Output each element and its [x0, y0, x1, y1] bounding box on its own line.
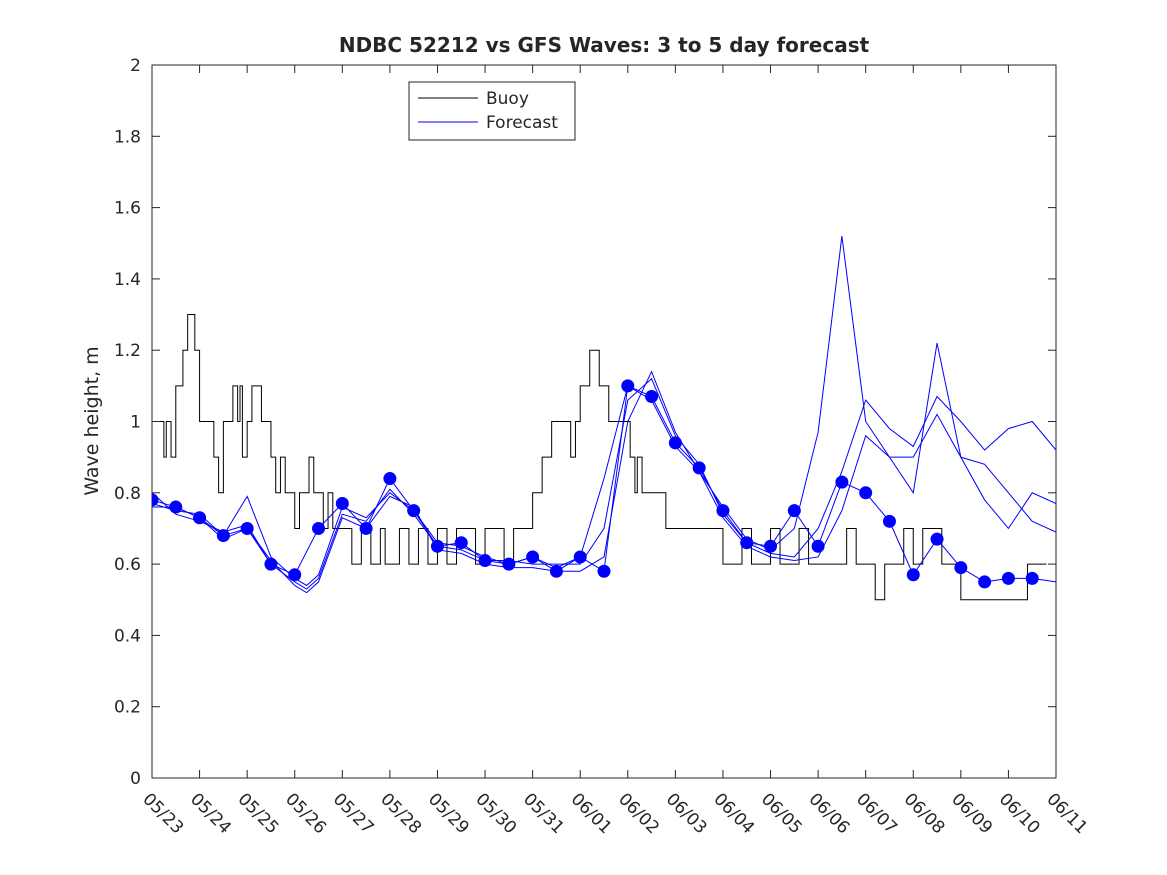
y-tick-label: 0: [130, 769, 141, 789]
forecast-marker: [645, 390, 659, 404]
forecast-marker: [573, 550, 587, 564]
forecast-run-line-2: [152, 377, 1056, 590]
legend: Buoy Forecast: [408, 81, 576, 141]
x-tick-label: 05/29: [424, 789, 473, 838]
buoy-series-line: [152, 314, 1047, 601]
forecast-marker: [1025, 571, 1039, 585]
forecast-marker: [549, 564, 563, 578]
forecast-marker: [526, 550, 540, 564]
x-tick-label: 05/25: [234, 789, 283, 838]
x-tick-label: 06/05: [757, 789, 806, 838]
forecast-marker: [882, 514, 896, 528]
x-tick-label: 06/09: [947, 789, 996, 838]
forecast-marker: [811, 539, 825, 553]
x-tick-label: 06/08: [900, 789, 949, 838]
x-tick-label: 06/11: [1042, 789, 1091, 838]
x-tick-label: 05/28: [376, 789, 425, 838]
forecast-marker: [264, 557, 278, 571]
forecast-marker: [312, 521, 326, 535]
forecast-marker: [288, 568, 302, 582]
y-tick-label: 0.8: [114, 484, 141, 504]
forecast-marker: [978, 575, 992, 589]
forecast-marker: [930, 532, 944, 546]
legend-box: [408, 81, 576, 141]
x-tick-label: 06/02: [614, 789, 663, 838]
y-tick-label: 1.6: [114, 199, 141, 219]
forecast-marker: [764, 539, 778, 553]
forecast-marker: [954, 561, 968, 575]
forecast-marker: [740, 536, 754, 550]
forecast-marker: [692, 461, 706, 475]
y-tick-label: 2: [130, 56, 141, 76]
forecast-run-line-1: [152, 236, 1056, 587]
y-tick-label: 0.2: [114, 698, 141, 718]
forecast-marker: [668, 436, 682, 450]
forecast-marker: [859, 486, 873, 500]
forecast-marker: [478, 554, 492, 568]
forecast-marker: [716, 504, 730, 518]
legend-buoy-label: Buoy: [486, 89, 529, 109]
forecast-marker: [169, 500, 183, 514]
y-tick-label: 1.4: [114, 270, 141, 290]
forecast-marker: [407, 504, 421, 518]
forecast-marker: [240, 521, 254, 535]
x-tick-label: 05/26: [281, 789, 330, 838]
x-tick-label: 05/30: [472, 789, 521, 838]
x-tick-label: 06/10: [995, 789, 1044, 838]
y-tick-label: 0.6: [114, 555, 141, 575]
y-axis-label: Wave height, m: [81, 346, 103, 495]
forecast-marker: [597, 564, 611, 578]
forecast-marker: [621, 379, 635, 393]
y-tick-label: 1.2: [114, 341, 141, 361]
legend-forecast-label: Forecast: [486, 113, 558, 133]
forecast-marker: [216, 529, 230, 543]
y-tick-label: 1: [130, 413, 141, 433]
x-tick-label: 06/04: [709, 789, 758, 838]
forecast-marker: [906, 568, 920, 582]
x-tick-label: 06/06: [805, 789, 854, 838]
forecast-marker: [1001, 571, 1015, 585]
x-tick-label: 05/27: [329, 789, 378, 838]
forecast-marker: [383, 472, 397, 486]
plot-area: [151, 64, 1057, 779]
x-tick-label: 05/24: [186, 789, 235, 838]
forecast-marker: [835, 475, 849, 489]
forecast-marker: [193, 511, 207, 525]
x-tick-label: 05/23: [138, 789, 187, 838]
x-tick-label: 06/07: [852, 789, 901, 838]
forecast-marker: [152, 493, 159, 507]
y-tick-label: 0.4: [114, 626, 141, 646]
forecast-marker: [502, 557, 516, 571]
forecast-marker: [335, 496, 349, 510]
y-tick-label: 1.8: [114, 127, 141, 147]
forecast-marker: [787, 504, 801, 518]
chart-title: NDBC 52212 vs GFS Waves: 3 to 5 day fore…: [339, 33, 870, 57]
x-tick-label: 06/03: [662, 789, 711, 838]
forecast-marker: [454, 536, 468, 550]
forecast-marker: [359, 521, 373, 535]
x-tick-label: 06/01: [567, 789, 616, 838]
forecast-marker: [430, 539, 444, 553]
x-tick-label: 05/31: [519, 789, 568, 838]
